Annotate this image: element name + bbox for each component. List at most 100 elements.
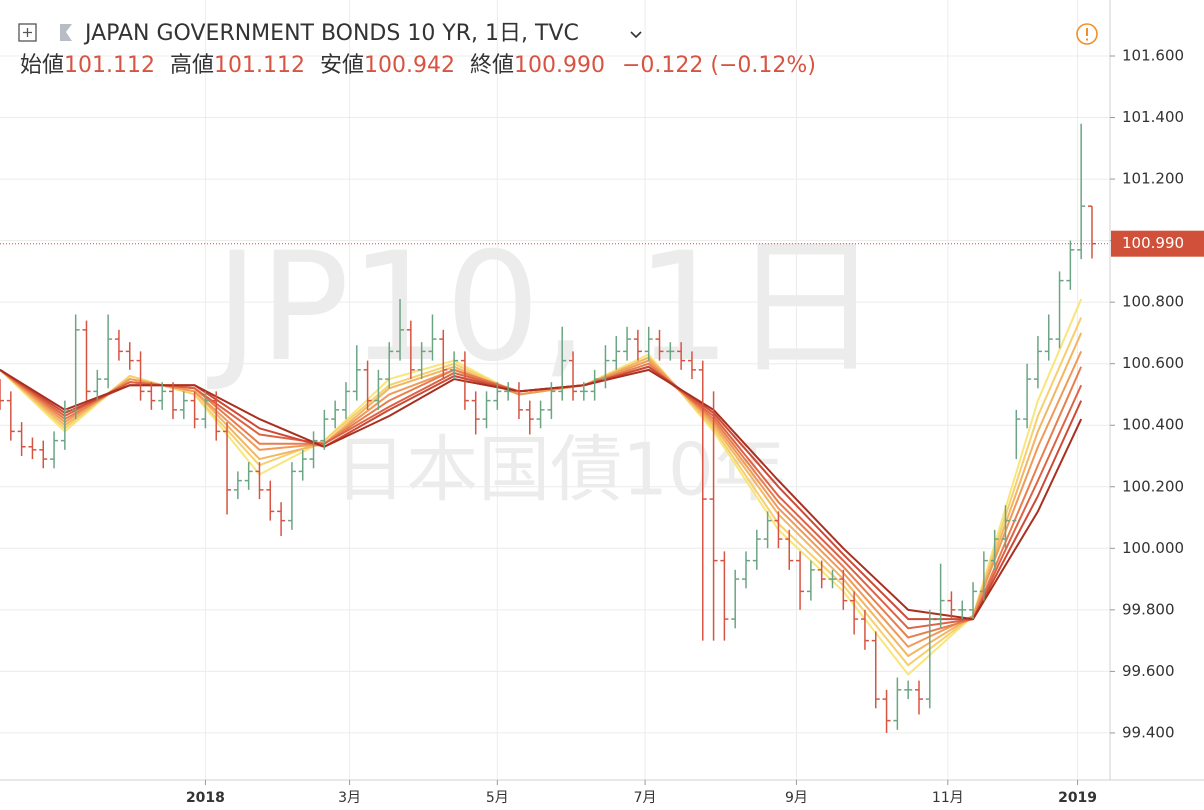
low-value: 100.942 bbox=[364, 53, 455, 78]
dropdown-icon[interactable] bbox=[630, 31, 642, 39]
ohlc-bar bbox=[720, 551, 729, 641]
ohlc-bar bbox=[266, 480, 275, 521]
ohlc-bar bbox=[742, 551, 751, 589]
ohlc-bar bbox=[471, 391, 480, 435]
ohlc-bar bbox=[233, 471, 242, 500]
ohlc-bar bbox=[698, 360, 707, 641]
x-tick-label: 2019 bbox=[1058, 790, 1097, 806]
ohlc-bar bbox=[136, 351, 145, 401]
y-tick-label: 100.200 bbox=[1122, 477, 1184, 495]
ohlc-bar bbox=[60, 400, 69, 450]
ohlc-bar bbox=[601, 345, 610, 389]
ohlc-bar bbox=[817, 560, 826, 589]
ohlc-bar bbox=[1055, 271, 1064, 349]
x-tick-label: 3月 bbox=[338, 790, 361, 806]
ohlc-bar bbox=[514, 382, 523, 420]
ohlc-bar bbox=[763, 511, 772, 549]
ohlc-bar bbox=[904, 680, 913, 700]
last-price-label: 100.990 bbox=[1122, 234, 1184, 252]
ohlc-bar bbox=[82, 320, 91, 401]
ohlc-bar bbox=[71, 314, 80, 420]
ohlc-bar bbox=[796, 551, 805, 610]
ohlc-bar bbox=[958, 600, 967, 620]
ohlc-bar bbox=[893, 677, 902, 730]
ohlc-bar bbox=[774, 511, 783, 549]
ohlc-bar bbox=[633, 329, 642, 361]
ohlc-bar bbox=[623, 326, 632, 361]
ohlc-bar bbox=[536, 400, 545, 429]
ohlc-bar bbox=[677, 342, 686, 370]
ohlc-bar bbox=[450, 351, 459, 380]
y-tick-label: 100.400 bbox=[1122, 416, 1184, 434]
ohlc-bar bbox=[850, 591, 859, 635]
ohlc-bar bbox=[158, 382, 167, 410]
open-label: 始値 bbox=[20, 53, 64, 78]
watermark-name: 日本国債10年 bbox=[334, 428, 786, 512]
ohlc-bar bbox=[406, 320, 415, 380]
ohlc-bar bbox=[352, 345, 361, 401]
ohlc-bar bbox=[363, 360, 372, 410]
ohlc-bar bbox=[731, 569, 740, 629]
ohlc-bar bbox=[244, 462, 253, 490]
ohlc-bar bbox=[190, 391, 199, 429]
ohlc-bar bbox=[125, 342, 134, 370]
ohlc-bar bbox=[374, 369, 383, 410]
ohlc-bar bbox=[212, 391, 221, 441]
ohlc-bar bbox=[168, 382, 177, 420]
ohlc-bar bbox=[147, 382, 156, 410]
ohlc-bar bbox=[558, 326, 567, 401]
flag-icon bbox=[60, 24, 72, 41]
ohlc-bar bbox=[179, 391, 188, 420]
axes: 99.400 99.600 99.800 100.000 100.200 100.400 1… bbox=[186, 47, 1184, 807]
y-tick-label: 100.800 bbox=[1122, 293, 1184, 311]
ohlc-bar bbox=[655, 329, 664, 361]
last-price-tag bbox=[1111, 230, 1204, 257]
ohlc-bar bbox=[1044, 314, 1053, 361]
expand-icon-plus bbox=[23, 28, 32, 37]
ohlc-bar bbox=[828, 569, 837, 589]
ohlc-bar bbox=[666, 342, 675, 361]
ohlc-bar bbox=[644, 326, 653, 361]
price-bars bbox=[0, 123, 1096, 733]
ohlc-bar bbox=[1066, 240, 1075, 290]
ohlc-bar bbox=[990, 529, 999, 570]
ohlc-bar bbox=[969, 582, 978, 620]
ohlc-bar bbox=[709, 391, 718, 641]
ohlc-bar bbox=[428, 314, 437, 361]
y-tick-label: 100.600 bbox=[1122, 354, 1184, 372]
ohlc-bar bbox=[752, 529, 761, 570]
ohlc-bar bbox=[0, 379, 4, 410]
ohlc-bar bbox=[309, 431, 318, 469]
watermark: JP10, 1日 日本国債10年 bbox=[207, 221, 881, 512]
ohlc-bar bbox=[114, 329, 123, 361]
ohlc-bar bbox=[914, 680, 923, 715]
ohlc-bar bbox=[936, 563, 945, 629]
ohlc-bar bbox=[460, 351, 469, 410]
ohlc-bar bbox=[331, 400, 340, 429]
ohlc-bar bbox=[50, 431, 59, 469]
ohlc-bar bbox=[28, 437, 37, 460]
ohlc-bar bbox=[320, 409, 329, 450]
chart-title: JAPAN GOVERNMENT BONDS 10 YR, 1日, TVC bbox=[83, 21, 579, 46]
high-value: 101.112 bbox=[214, 53, 305, 78]
header: JAPAN GOVERNMENT BONDS 10 YR, 1日, TVC 始値… bbox=[18, 21, 1098, 78]
y-tick-label: 100.000 bbox=[1122, 539, 1184, 557]
ohlc-bar bbox=[1001, 505, 1010, 549]
ohlc-bar bbox=[201, 391, 210, 429]
ohlc-bar bbox=[590, 369, 599, 401]
watermark-symbol: JP10, 1日 bbox=[207, 221, 881, 395]
ohlc-bar bbox=[1087, 205, 1096, 259]
open-value: 101.112 bbox=[64, 53, 155, 78]
ohlc-bar bbox=[1033, 336, 1042, 389]
ohlc-bar bbox=[1023, 363, 1032, 429]
x-tick-label: 2018 bbox=[186, 790, 225, 806]
alert-icon[interactable] bbox=[1076, 23, 1098, 45]
y-tick-label: 99.400 bbox=[1122, 723, 1175, 741]
ohlc-bar bbox=[882, 689, 891, 733]
high-label: 高値 bbox=[170, 53, 214, 78]
ohlc-bar bbox=[417, 342, 426, 380]
ohlc-bar bbox=[439, 329, 448, 380]
expand-icon[interactable] bbox=[18, 23, 37, 42]
x-tick-label: 5月 bbox=[486, 790, 509, 806]
